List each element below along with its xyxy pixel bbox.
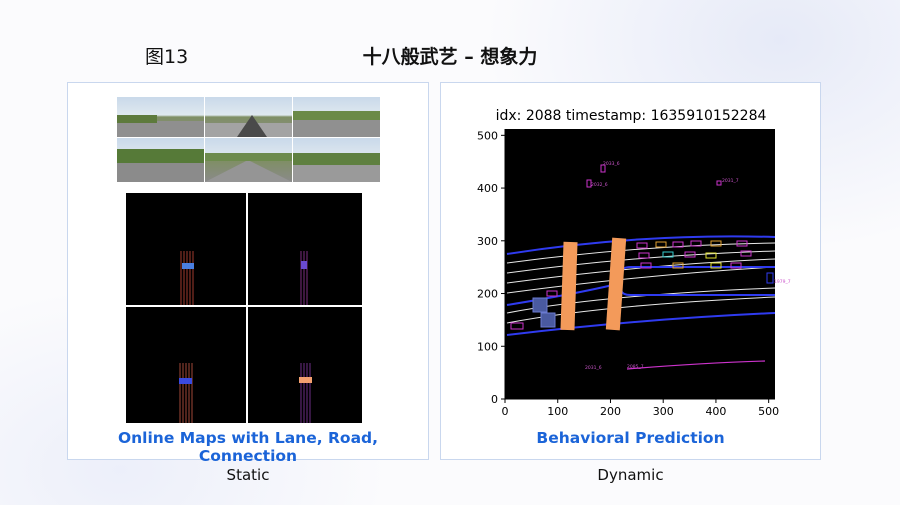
x-tick-label: 100	[547, 405, 568, 418]
agent-label: 2033_6	[603, 161, 620, 167]
slide-title: 十八般武艺 – 想象力	[362, 46, 538, 68]
bev-map-road	[248, 193, 362, 305]
bev-map-combined	[248, 307, 362, 423]
static-caption: Online Maps with Lane, Road, Connection	[117, 429, 379, 465]
y-axis: 0 100 200 300 400 500	[477, 129, 506, 406]
static-label: Static	[226, 466, 270, 484]
figure-label: 图13	[145, 46, 189, 68]
agent-label: 2032_6	[591, 182, 608, 188]
camera-mosaic	[117, 97, 380, 182]
static-figure	[117, 97, 380, 423]
plot-title: idx: 2088 timestamp: 1635910152284	[496, 108, 767, 124]
x-tick-label: 500	[758, 405, 779, 418]
agent-boxes	[510, 164, 774, 330]
bev-map-lane	[126, 193, 246, 305]
predicted-agents	[560, 237, 627, 331]
x-axis: 0 100 200 300 400 500	[502, 398, 779, 418]
prediction-plot: idx: 2088 timestamp: 1635910152284 0 100 2…	[477, 108, 791, 418]
y-tick-label: 400	[477, 182, 498, 195]
agent-label: 2031_6	[585, 365, 602, 371]
plot-area	[505, 129, 775, 399]
agent-orange-1	[560, 241, 578, 331]
agent-label: 1979_7	[774, 279, 791, 285]
agent-label: 2085_7	[627, 364, 644, 370]
y-tick-label: 100	[477, 340, 498, 353]
agent-labels: 2033_6 2032_6 2031_7 1979_7 2031_6 2085_…	[585, 161, 791, 371]
predicted-trajectory	[626, 360, 766, 370]
y-tick-label: 200	[477, 288, 498, 301]
x-tick-label: 400	[705, 405, 726, 418]
x-tick-label: 0	[502, 405, 509, 418]
agent-label: 2031_7	[722, 178, 739, 184]
y-tick-label: 300	[477, 235, 498, 248]
static-panel: Online Maps with Lane, Road, Connection	[67, 82, 429, 465]
y-tick-label: 500	[477, 129, 498, 142]
dynamic-label: Dynamic	[597, 466, 664, 484]
x-tick-label: 200	[600, 405, 621, 418]
agent-orange-2	[605, 237, 627, 331]
dynamic-caption: Behavioral Prediction	[536, 429, 725, 447]
y-tick-label: 0	[491, 393, 498, 406]
x-tick-label: 300	[653, 405, 674, 418]
bev-map-grid	[126, 193, 362, 423]
dynamic-panel: idx: 2088 timestamp: 1635910152284 0 100 2…	[440, 82, 821, 460]
